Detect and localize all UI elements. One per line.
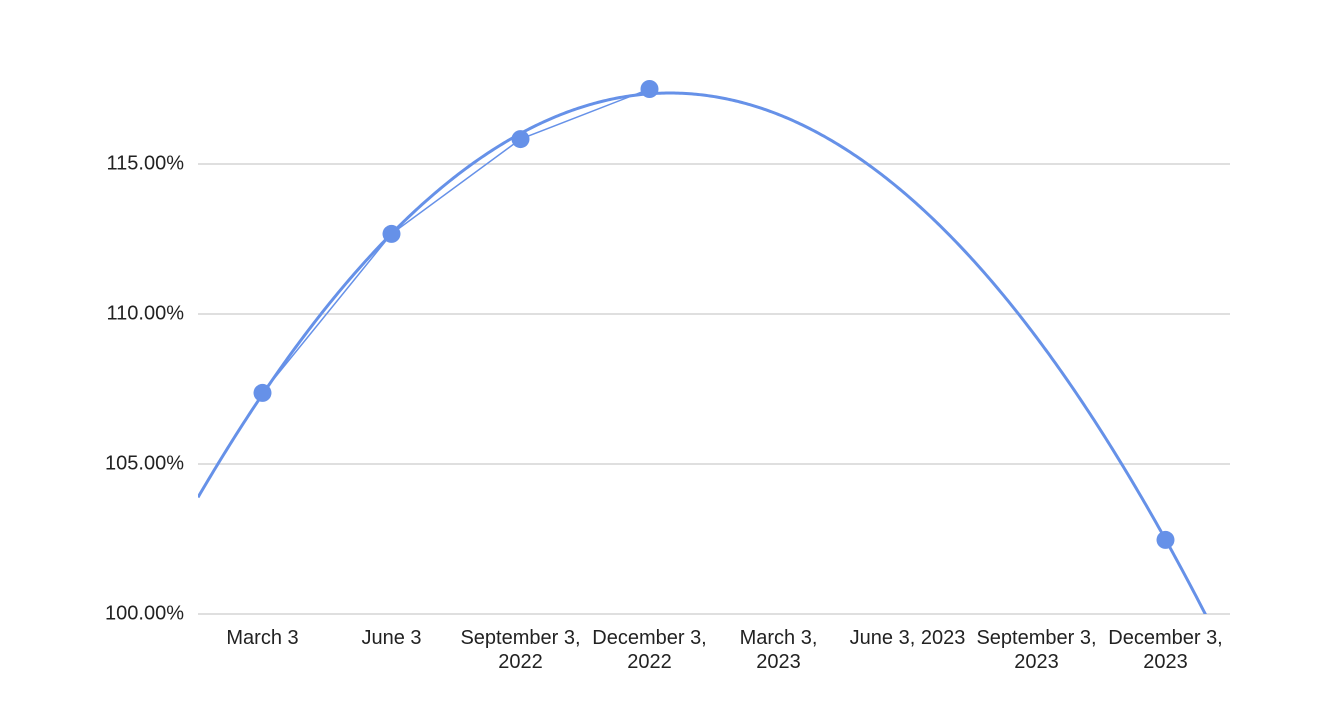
x-tick-label: June 3, 2023 <box>849 627 966 649</box>
y-tick-label: 105.00% <box>105 452 184 474</box>
trendline <box>198 91 1207 614</box>
x-tick-label: June 3 <box>361 627 422 649</box>
x-tick-label: March 3, 2023 <box>739 627 818 673</box>
y-tick-label: 110.00% <box>107 302 185 324</box>
x-tick-label: December 3, 2022 <box>592 627 707 673</box>
y-tick-label: 100.00% <box>105 602 184 624</box>
data-point <box>382 224 401 243</box>
x-tick-label: December 3, 2023 <box>1108 627 1223 673</box>
data-point <box>1156 530 1175 549</box>
y-tick-label: 115.00% <box>107 152 185 174</box>
x-tick-label: March 3 <box>226 627 299 649</box>
data-point <box>640 80 659 98</box>
x-tick-label: September 3, 2023 <box>976 627 1097 673</box>
data-point <box>253 383 272 402</box>
x-tick-label: September 3, 2022 <box>460 627 581 673</box>
data-point <box>511 130 530 149</box>
